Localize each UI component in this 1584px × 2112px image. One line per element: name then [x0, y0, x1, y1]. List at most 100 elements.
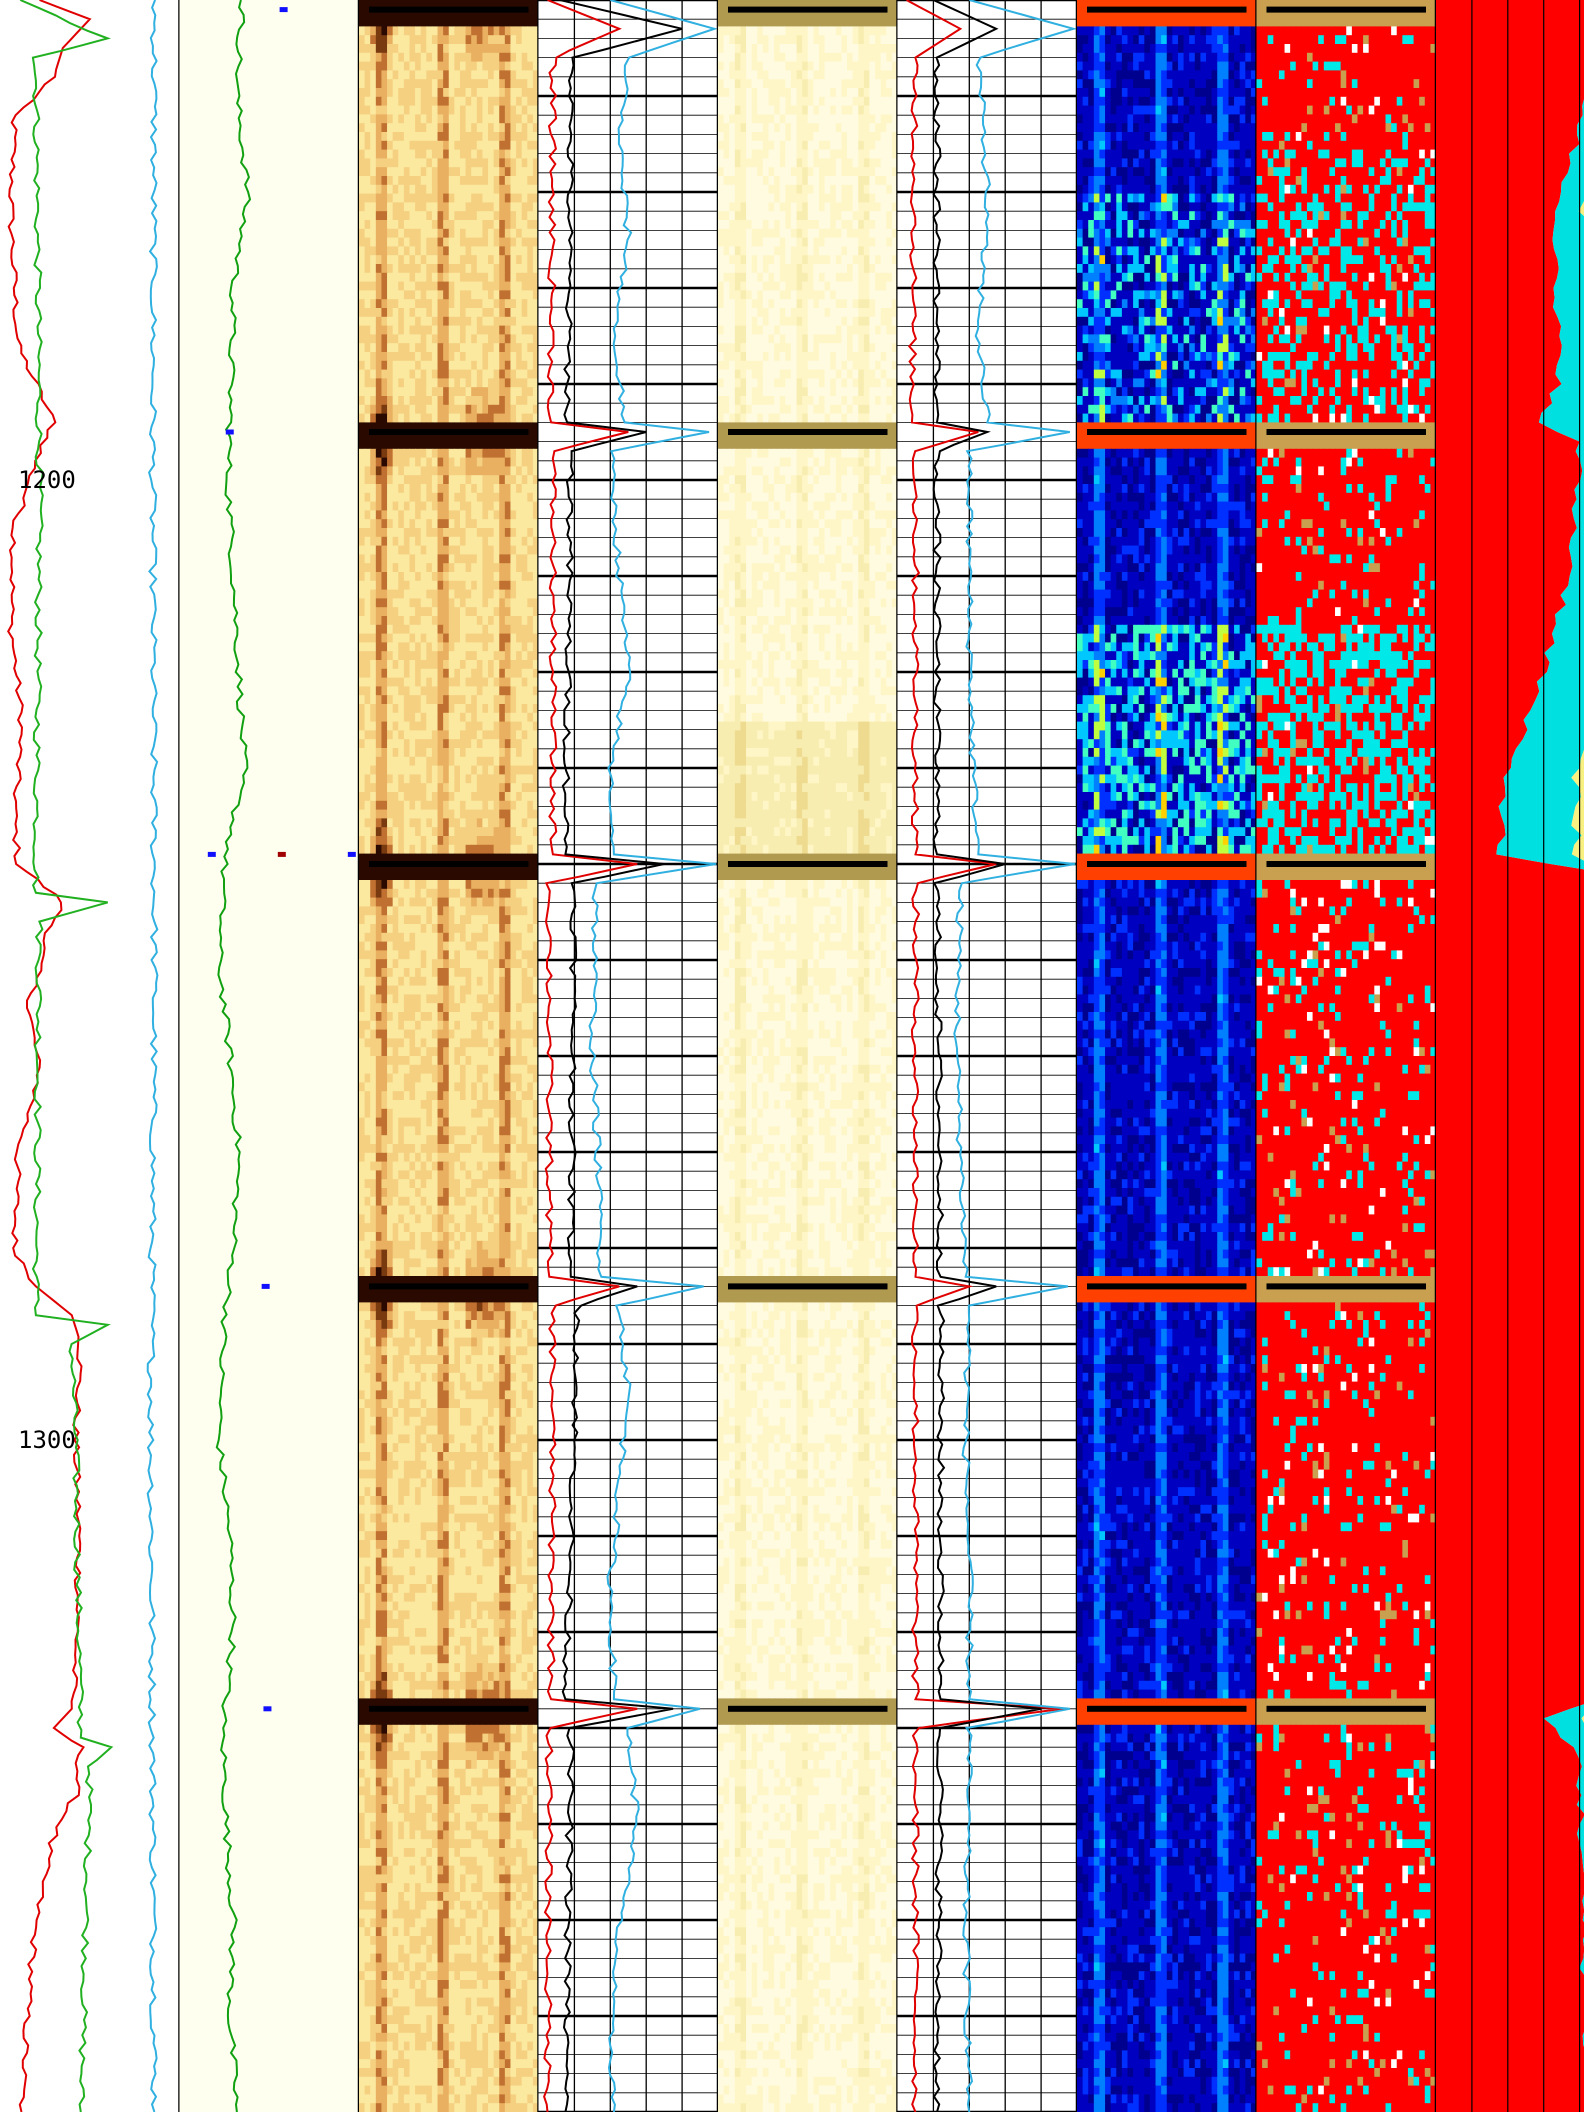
image-cell	[505, 519, 511, 528]
image-cell	[415, 185, 421, 194]
image-cell	[365, 695, 371, 704]
image-cell	[454, 898, 460, 907]
image-cell	[494, 519, 500, 528]
image-cell	[421, 669, 427, 678]
image-cell	[415, 519, 421, 528]
image-cell	[488, 871, 494, 880]
image-cell	[494, 713, 500, 722]
image-cell	[398, 106, 404, 115]
image-cell	[404, 167, 410, 176]
image-cell	[516, 282, 522, 291]
image-cell	[460, 519, 466, 528]
image-cell	[438, 678, 444, 687]
image-cell	[443, 97, 449, 106]
image-cell	[482, 229, 488, 238]
image-cell	[398, 642, 404, 651]
image-cell	[370, 730, 376, 739]
image-cell	[460, 246, 466, 255]
image-cell	[443, 906, 449, 915]
image-cell	[527, 44, 533, 53]
image-cell	[449, 836, 455, 845]
image-cell	[404, 959, 410, 968]
image-cell	[516, 1109, 522, 1118]
image-cell	[527, 334, 533, 343]
image-cell	[421, 352, 427, 361]
image-cell	[426, 141, 432, 150]
image-cell	[421, 634, 427, 643]
image-cell	[477, 1162, 483, 1171]
image-cell	[421, 123, 427, 132]
image-cell	[482, 537, 488, 546]
image-cell	[505, 1082, 511, 1091]
image-cell	[516, 1206, 522, 1215]
image-cell	[365, 194, 371, 203]
image-cell	[376, 466, 382, 475]
image-cell	[365, 1355, 371, 1364]
image-cell	[387, 950, 393, 959]
image-cell	[398, 836, 404, 845]
image-cell	[527, 1329, 533, 1338]
image-cell	[398, 942, 404, 951]
image-cell	[522, 1003, 528, 1012]
image-cell	[527, 106, 533, 115]
image-cell	[516, 845, 522, 854]
image-cell	[471, 414, 477, 423]
image-cell	[393, 1355, 399, 1364]
image-cell	[460, 414, 466, 423]
image-cell	[443, 713, 449, 722]
image-cell	[381, 1100, 387, 1109]
image-cell	[494, 317, 500, 326]
image-cell	[381, 167, 387, 176]
image-cell	[365, 264, 371, 273]
image-cell	[499, 1170, 505, 1179]
image-cell	[466, 898, 472, 907]
image-cell	[505, 774, 511, 783]
image-cell	[398, 959, 404, 968]
image-cell	[376, 449, 382, 458]
image-cell	[409, 1109, 415, 1118]
image-cell	[494, 1311, 500, 1320]
image-cell	[438, 220, 444, 229]
image-cell	[454, 1012, 460, 1021]
image-cell	[421, 44, 427, 53]
image-cell	[393, 1162, 399, 1171]
image-cell	[494, 1109, 500, 1118]
image-cell	[393, 880, 399, 889]
image-cell	[387, 326, 393, 335]
image-cell	[376, 898, 382, 907]
image-cell	[432, 334, 438, 343]
image-cell	[415, 1311, 421, 1320]
image-cell	[415, 739, 421, 748]
image-cell	[359, 1047, 365, 1056]
image-cell	[499, 1338, 505, 1347]
image-cell	[393, 299, 399, 308]
image-cell	[438, 1082, 444, 1091]
image-cell	[370, 1355, 376, 1364]
image-cell	[381, 1021, 387, 1030]
image-cell	[365, 1302, 371, 1311]
image-cell	[393, 396, 399, 405]
image-cell	[499, 414, 505, 423]
image-cell	[421, 1126, 427, 1135]
image-cell	[409, 1012, 415, 1021]
image-cell	[415, 660, 421, 669]
image-cell	[393, 634, 399, 643]
image-cell	[477, 70, 483, 79]
image-cell	[421, 968, 427, 977]
image-cell	[477, 273, 483, 282]
image-cell	[443, 176, 449, 185]
image-cell	[421, 334, 427, 343]
image-cell	[370, 114, 376, 123]
image-cell	[393, 1311, 399, 1320]
image-cell	[466, 986, 472, 995]
image-cell	[449, 1109, 455, 1118]
image-cell	[454, 581, 460, 590]
image-cell	[370, 484, 376, 493]
image-cell	[376, 616, 382, 625]
image-cell	[432, 449, 438, 458]
image-cell	[477, 1126, 483, 1135]
image-cell	[454, 114, 460, 123]
image-cell	[510, 669, 516, 678]
image-cell	[449, 933, 455, 942]
image-cell	[454, 352, 460, 361]
